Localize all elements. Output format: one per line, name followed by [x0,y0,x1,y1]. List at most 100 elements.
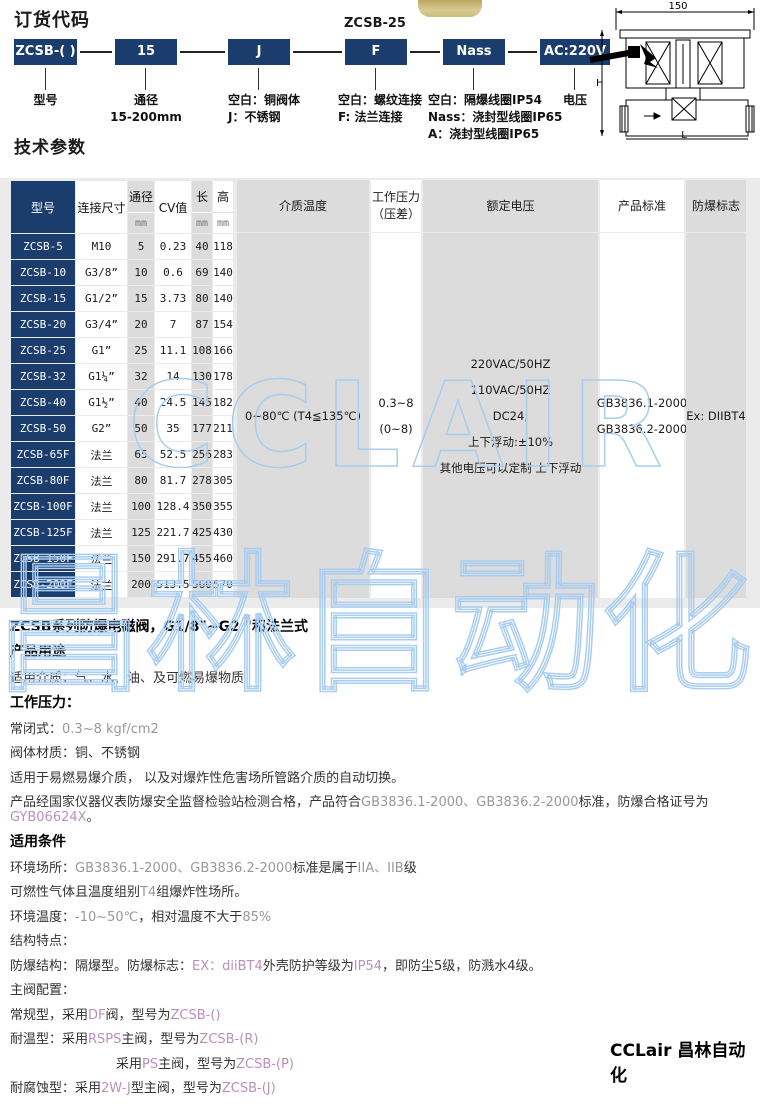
voltage-value: DC24; [492,408,529,423]
cell-connection: G2” [76,416,127,441]
header-row: 型号 连接尺寸 通径 mm CV值 长 mm 高 mm [11,181,233,233]
code-box-voltage: AC:220V [540,39,610,65]
stem-line [145,68,146,90]
cell-cv: 291.7 [155,546,191,571]
cell-model: ZCSB-25 [11,338,75,363]
cell-cv: 81.7 [155,468,191,493]
col-header-height: 高 mm [213,181,233,233]
connector-line [410,51,440,53]
text-line: 结构特点： [10,934,76,949]
voltage-value: 上下浮动:±10% [467,434,554,449]
cell-cv: 7 [155,312,191,337]
text-line: 常闭式：0.3~8 kgf/cm2 [10,721,159,737]
table-row: ZCSB-5 M10 5 0.23 40 118 [11,234,233,259]
cell-diameter: 25 [128,338,154,363]
col-header-diameter: 通径 mm [128,181,154,233]
cell-model: ZCSB-20 [11,312,75,337]
table-row: ZCSB-20 G3/4” 20 7 87 154 [11,312,233,337]
cell-model: ZCSB-10 [11,260,75,285]
cell-model: ZCSB-5 [11,234,75,259]
cell-connection: 法兰 [76,442,127,467]
pressure-value: (0~8) [379,421,413,436]
table-row: ZCSB-10 G3/8” 10 0.6 69 140 [11,260,233,285]
connector-line [508,51,537,53]
label-voltage: 电压 [562,93,587,107]
cell-height: 355 [213,494,233,519]
cell-cv: 3.73 [155,286,191,311]
stem-line [473,68,474,90]
col-header-cv: CV值 [155,181,191,233]
stem-line [45,68,46,90]
cell-diameter: 100 [128,494,154,519]
cell-length: 425 [192,520,212,545]
cell-height: 166 [213,338,233,363]
voltage-value: 110VAC/50HZ [470,382,551,397]
cell-height: 140 [213,260,233,285]
cell-connection: 法兰 [76,520,127,545]
cell-height: 118 [213,234,233,259]
cell-model: ZCSB-32 [11,364,75,389]
medium-temp-value: 0~80℃ (T4≦135℃) [245,408,361,423]
cell-model: ZCSB-125F [11,520,75,545]
code-box-coil: Nass [443,39,505,65]
table-row: ZCSB-50 G2” 50 35 177 211 [11,416,233,441]
cell-model: ZCSB-150F [11,546,75,571]
cell-height: 178 [213,364,233,389]
table-row: ZCSB-65F 法兰 65 52.5 256 283 [11,442,233,467]
cell-height: 154 [213,312,233,337]
cell-cv: 52.5 [155,442,191,467]
stem-line [258,68,259,90]
cell-cv: 14 [155,364,191,389]
cell-connection: 法兰 [76,494,127,519]
tech-params-title: 技术参数 [14,138,86,158]
cell-diameter: 150 [128,546,154,571]
exmark-value: Ex: DIIBT4 [686,408,746,423]
table-row: ZCSB-40 G1½” 40 24.5 145 182 [11,390,233,415]
voltage-value: 220VAC/50HZ [470,356,551,371]
cell-length: 80 [192,286,212,311]
cell-length: 455 [192,546,212,571]
col-header-length: 长 mm [192,181,212,233]
cell-model: ZCSB-40 [11,390,75,415]
cell-connection: G1½” [76,390,127,415]
text-line: 适用于易燃易爆介质， 以及对爆炸性危害场所管路介质的自动切换。 [10,770,405,786]
cell-cv: 35 [155,416,191,441]
table-row: ZCSB-80F 法兰 80 81.7 278 305 [11,468,233,493]
text-line: 环境温度：-10~50℃，相对温度不大于85% [10,909,272,925]
cell-connection: 法兰 [76,468,127,493]
table-row: ZCSB-150F 法兰 150 291.7 455 460 [11,546,233,571]
cell-length: 40 [192,234,212,259]
cell-diameter: 15 [128,286,154,311]
cell-diameter: 125 [128,520,154,545]
text-line: 耐温型：采用RSPS主阀，型号为ZCSB-(R) [10,1032,259,1047]
standard-value: GB3836.1-2000 [596,395,688,410]
order-code-title: 订货代码 [14,10,90,31]
cell-height: 182 [213,390,233,415]
text-line: 适用介质：气、水、油、及可燃易爆物质 [10,671,245,686]
company-logo: CCLair 昌林自动化 [610,1041,746,1086]
brass-valve-photo-fragment [418,0,482,17]
cell-model: ZCSB-100F [11,494,75,519]
cell-connection: G1” [76,338,127,363]
heading-conditions: 适用条件 [10,833,66,850]
label-size: 通径 15-200mm [110,93,182,124]
cell-cv: 0.23 [155,234,191,259]
text-line: 防爆结构：隔爆型。防爆标志：EX：diiBT4外壳防护等级为IP54，即防尘5级… [10,958,542,974]
col-header-connection: 连接尺寸 [76,181,127,233]
stem-line [375,68,376,90]
text-line: 阀体材质：铜、不锈钢 [10,746,141,761]
label-connection: 空白：螺纹连接 F: 法兰连接 [338,93,423,124]
cell-diameter: 80 [128,468,154,493]
cell-connection: G1/2” [76,286,127,311]
voltage-value: 其他电压可以定制 上下浮动 [439,460,582,475]
cell-model: ZCSB-65F [11,442,75,467]
cell-length: 69 [192,260,212,285]
cell-connection: 法兰 [76,546,127,571]
example-model-label: ZCSB-25 [344,16,406,31]
cell-diameter: 50 [128,416,154,441]
cell-diameter: 5 [128,234,154,259]
cell-height: 305 [213,468,233,493]
cell-height: 570 [213,572,233,597]
table-row: ZCSB-125F 法兰 125 221.7 425 430 [11,520,233,545]
cell-length: 278 [192,468,212,493]
